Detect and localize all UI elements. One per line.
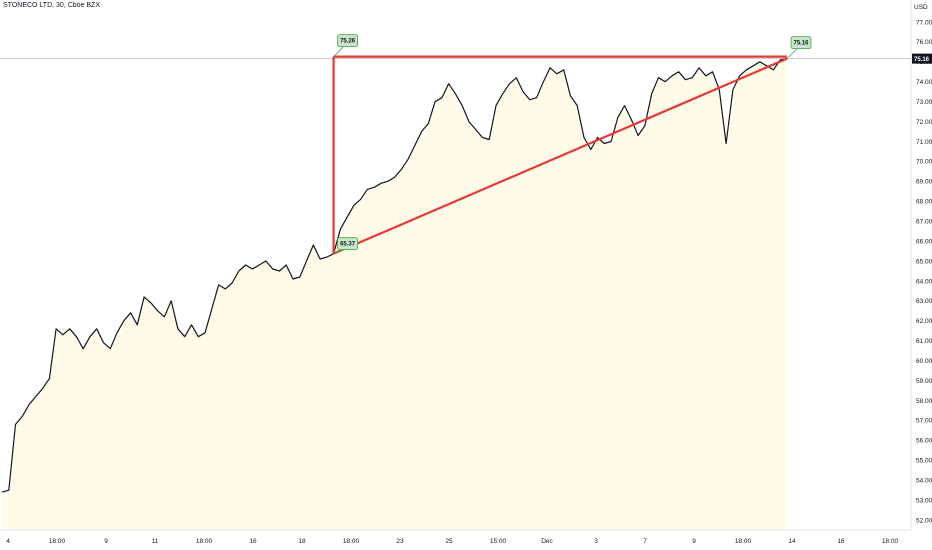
triangle-pattern[interactable] [332, 55, 788, 255]
x-tick-label: 15:00 [490, 538, 507, 545]
x-tick-label: 25 [445, 538, 453, 545]
y-tick-label: 54.00 [916, 477, 932, 484]
y-tick-label: 68.00 [916, 199, 932, 206]
price-label-pattern-apex: 75.16 [786, 36, 812, 59]
price-area-fill [2, 58, 787, 530]
price-label-pattern-low: 65.37 [333, 237, 358, 255]
y-tick-label: 71.00 [916, 139, 932, 146]
y-tick-label: 58.00 [916, 398, 932, 405]
current-price-label: 75.16 [914, 57, 930, 63]
x-tick-label: 9 [104, 538, 108, 545]
x-tick-label: 3 [594, 538, 598, 545]
y-tick-label: 64.00 [916, 278, 932, 285]
x-tick-label: 18 [298, 538, 306, 545]
y-tick-label: 55.00 [916, 458, 932, 465]
y-tick-label: 61.00 [916, 338, 932, 345]
x-tick-label: 11 [152, 538, 159, 545]
x-tick-label: 16 [837, 538, 845, 545]
x-tick-label: 18:00 [196, 538, 213, 545]
pattern-rising-line[interactable] [333, 57, 788, 255]
x-tick-label: 4 [6, 538, 10, 545]
x-tick-label: 9 [692, 538, 696, 545]
x-tick-label: 18:00 [882, 538, 899, 545]
y-tick-label: 52.00 [916, 517, 932, 524]
y-tick-label: 63.00 [916, 298, 932, 305]
price-label-text: 65.37 [340, 242, 356, 248]
y-tick-label: 65.00 [916, 258, 932, 265]
x-tick-label: 14 [788, 538, 796, 545]
y-tick-label: 67.00 [916, 218, 932, 225]
y-tick-label: 76.00 [916, 39, 932, 46]
y-tick-label: 53.00 [916, 497, 932, 504]
y-tick-label: 62.00 [916, 318, 932, 325]
price-label-pattern-top: 75.26 [333, 34, 358, 57]
current-price-badge [912, 53, 932, 64]
x-tick-label: 23 [396, 538, 404, 545]
y-tick-label: 59.00 [916, 378, 932, 385]
price-annotations: 75.26 65.37 75.16 [333, 34, 812, 255]
x-tick-label: 18:00 [343, 538, 360, 545]
y-tick-label: 69.00 [916, 179, 932, 186]
y-tick-label: 66.00 [916, 238, 932, 245]
x-tick-label: 18:00 [49, 538, 66, 545]
y-tick-label: 77.00 [916, 19, 932, 26]
y-tick-label: 72.00 [916, 119, 932, 126]
y-tick-label: 57.00 [916, 418, 932, 425]
x-tick-label: 18:00 [735, 538, 752, 545]
y-tick-label: 70.00 [916, 159, 932, 166]
y-tick-label: 60.00 [916, 358, 932, 365]
price-series-line [1, 58, 788, 493]
y-tick-label: 74.00 [916, 79, 932, 86]
price-axis[interactable]: USD77.0076.0075.0074.0073.0072.0071.0070… [910, 0, 932, 530]
price-label-text: 75.26 [340, 39, 356, 45]
y-tick-label: 73.00 [916, 99, 932, 106]
y-tick-label: 56.00 [916, 438, 932, 445]
x-tick-label: 7 [643, 538, 647, 545]
x-tick-label: 16 [249, 538, 257, 545]
price-label-text: 75.16 [793, 41, 809, 47]
x-tick-label: Dec [541, 538, 553, 545]
time-axis[interactable]: 4 18:00 9 11 18:00 16 18 18:00 23 25 15:00 Dec 3 7 9 18… [0, 529, 911, 545]
chart-title: STONECO LTD, 30, Cboe BZX [3, 2, 100, 9]
currency-label: USD [914, 4, 928, 11]
